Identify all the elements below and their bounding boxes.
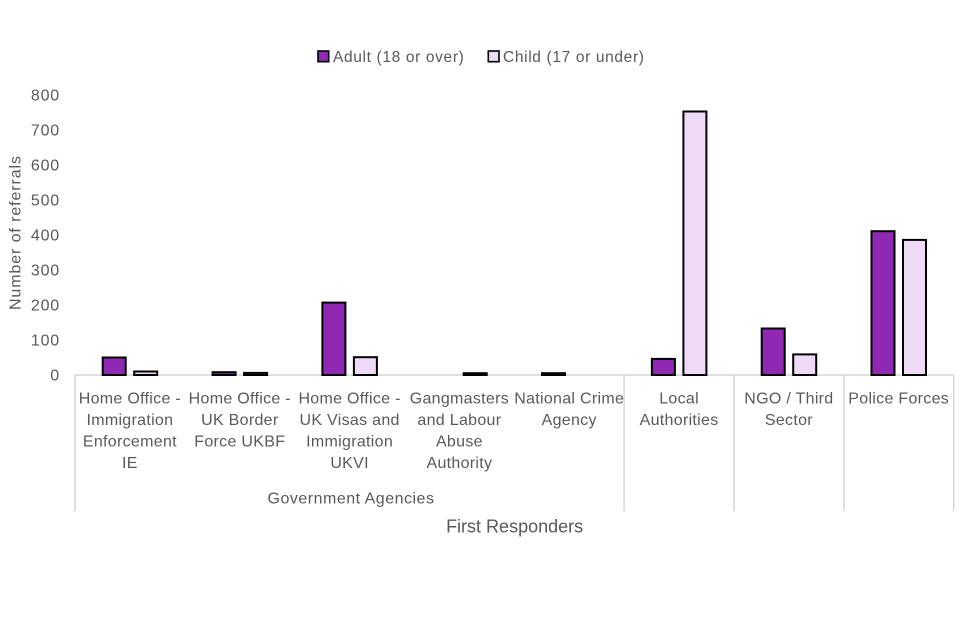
svg-text:UK Border: UK Border [201,412,279,429]
svg-text:800: 800 [31,87,60,104]
svg-text:IE: IE [122,455,138,472]
svg-text:Number of referrals: Number of referrals [8,155,25,310]
svg-text:National Crime: National Crime [514,391,624,408]
svg-text:Child (17 or under): Child (17 or under) [503,49,645,66]
svg-text:Immigration: Immigration [306,434,393,451]
svg-text:Sector: Sector [765,412,813,429]
svg-text:Police Forces: Police Forces [848,391,949,408]
svg-text:Home Office -: Home Office - [189,391,291,408]
svg-text:200: 200 [31,297,60,314]
svg-text:Home Office -: Home Office - [298,391,400,408]
svg-text:400: 400 [31,227,60,244]
svg-text:UK Visas and: UK Visas and [299,412,399,429]
svg-text:Government Agencies: Government Agencies [268,491,435,508]
svg-text:0: 0 [50,367,60,384]
svg-text:UKVI: UKVI [330,455,369,472]
svg-text:100: 100 [31,332,60,349]
svg-text:Enforcement: Enforcement [83,434,177,451]
svg-text:First Responders: First Responders [446,517,583,537]
svg-text:Agency: Agency [542,412,597,429]
svg-text:Authority: Authority [426,455,492,472]
svg-text:Immigration: Immigration [86,412,173,429]
svg-text:500: 500 [31,192,60,209]
svg-text:700: 700 [31,122,60,139]
svg-text:Abuse: Abuse [436,434,483,451]
svg-text:600: 600 [31,157,60,174]
svg-text:Authorities: Authorities [640,412,719,429]
svg-text:and Labour: and Labour [417,412,501,429]
svg-text:Adult (18 or over): Adult (18 or over) [333,49,464,66]
svg-text:Home Office -: Home Office - [79,391,181,408]
svg-text:300: 300 [31,262,60,279]
svg-text:Force UKBF: Force UKBF [194,434,285,451]
svg-text:NGO / Third: NGO / Third [744,391,833,408]
svg-text:Local: Local [659,391,699,408]
svg-text:Gangmasters: Gangmasters [410,391,509,408]
